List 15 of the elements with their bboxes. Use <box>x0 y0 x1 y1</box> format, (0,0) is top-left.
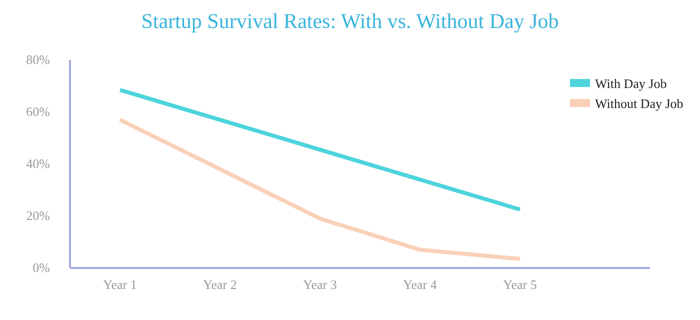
y-tick-label: 60% <box>26 104 50 120</box>
y-tick-label: 20% <box>26 208 50 224</box>
legend-label: Without Day Job <box>595 96 684 111</box>
x-tick-label: Year 3 <box>303 277 337 292</box>
x-tick-label: Year 1 <box>103 277 137 292</box>
line-series <box>118 88 522 212</box>
y-tick-label: 0% <box>32 260 50 276</box>
x-tick-label: Year 4 <box>403 277 438 292</box>
line-series <box>118 118 522 261</box>
y-tick-label: 40% <box>26 156 50 172</box>
y-tick-label: 80% <box>26 52 50 68</box>
chart-title: Startup Survival Rates: With vs. Without Day Job <box>141 9 559 33</box>
x-tick-label: Year 5 <box>503 277 537 292</box>
legend-label: With Day Job <box>595 76 667 91</box>
x-tick-label: Year 2 <box>203 277 237 292</box>
